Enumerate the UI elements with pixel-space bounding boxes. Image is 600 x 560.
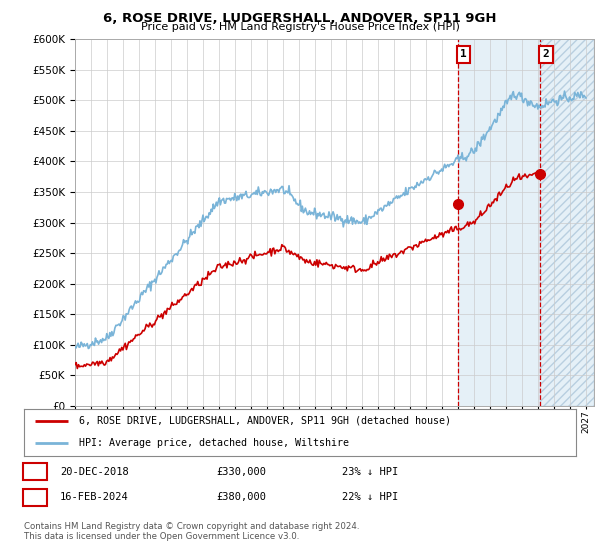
- Bar: [540, 39, 594, 406]
- Text: 20-DEC-2018: 20-DEC-2018: [60, 466, 129, 477]
- Text: 6, ROSE DRIVE, LUDGERSHALL, ANDOVER, SP11 9GH (detached house): 6, ROSE DRIVE, LUDGERSHALL, ANDOVER, SP1…: [79, 416, 451, 426]
- Text: £330,000: £330,000: [216, 466, 266, 477]
- Text: 22% ↓ HPI: 22% ↓ HPI: [342, 492, 398, 502]
- Text: 1: 1: [460, 49, 467, 59]
- Text: Price paid vs. HM Land Registry's House Price Index (HPI): Price paid vs. HM Land Registry's House …: [140, 22, 460, 32]
- Text: 23% ↓ HPI: 23% ↓ HPI: [342, 466, 398, 477]
- Text: 1: 1: [32, 466, 38, 477]
- Text: 6, ROSE DRIVE, LUDGERSHALL, ANDOVER, SP11 9GH: 6, ROSE DRIVE, LUDGERSHALL, ANDOVER, SP1…: [103, 12, 497, 25]
- Text: HPI: Average price, detached house, Wiltshire: HPI: Average price, detached house, Wilt…: [79, 438, 349, 448]
- Bar: [540, 39, 594, 406]
- Text: Contains HM Land Registry data © Crown copyright and database right 2024.
This d: Contains HM Land Registry data © Crown c…: [24, 522, 359, 542]
- Text: 16-FEB-2024: 16-FEB-2024: [60, 492, 129, 502]
- Bar: [458, 39, 540, 406]
- Text: 2: 2: [32, 492, 38, 502]
- Text: 2: 2: [542, 49, 549, 59]
- Text: £380,000: £380,000: [216, 492, 266, 502]
